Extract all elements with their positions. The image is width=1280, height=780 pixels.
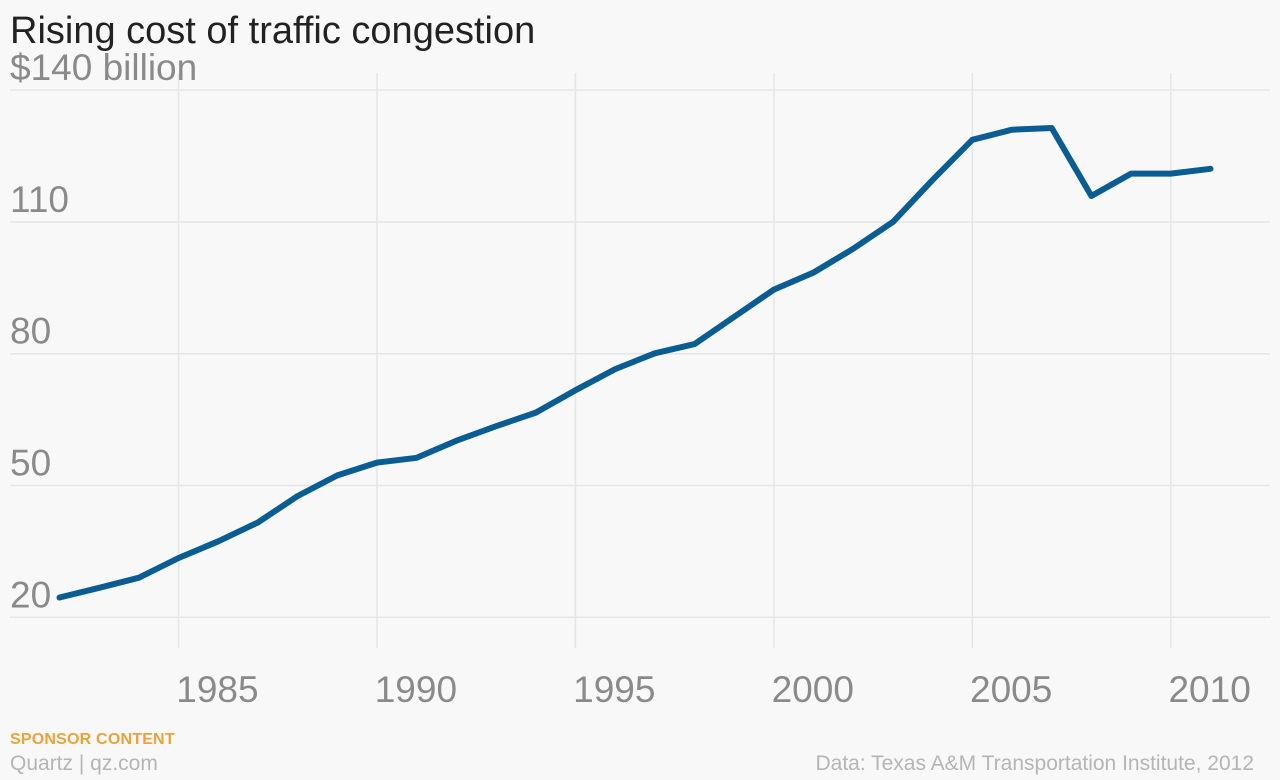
x-tick-label: 1990 [375, 669, 457, 710]
brand-credit: Quartz | qz.com [10, 752, 158, 775]
y-tick-label: 110 [10, 179, 69, 220]
y-tick-label: 50 [10, 442, 51, 483]
x-tick-label: 1995 [573, 669, 655, 710]
series-line [56, 125, 1214, 601]
x-tick-label: 2000 [772, 669, 854, 710]
y-tick-label: 20 [10, 574, 51, 615]
x-tick-label: 2010 [1168, 669, 1250, 710]
line-chart: 20 50 80 110 $140 billion 1985 1990 1995 2000 200… [10, 47, 1270, 710]
source-note: Data: Texas A&M Transportation Institute… [815, 752, 1254, 775]
y-tick-label: $140 billion [10, 47, 197, 88]
x-tick-label: 2005 [970, 669, 1052, 710]
x-tick-label: 1985 [176, 669, 258, 710]
y-tick-label: 80 [10, 311, 51, 352]
sponsor-label: SPONSOR CONTENT [10, 731, 175, 748]
chart-title: Rising cost of traffic congestion [10, 10, 536, 52]
